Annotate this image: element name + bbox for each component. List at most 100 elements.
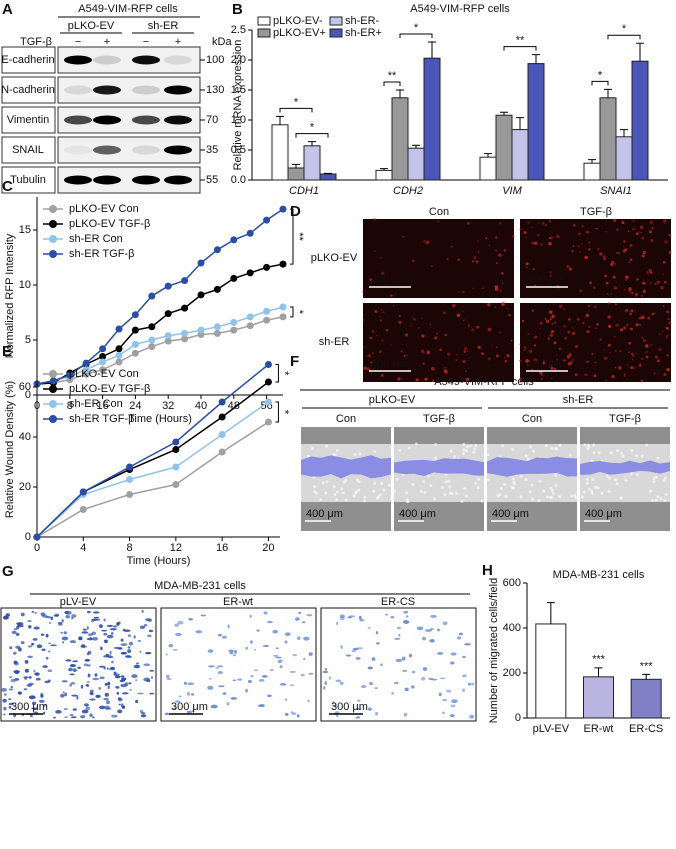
- cell: [447, 479, 451, 483]
- cell: [581, 243, 584, 245]
- cell: [256, 629, 260, 632]
- point: [230, 274, 238, 282]
- cell: [357, 488, 361, 492]
- cell: [3, 713, 6, 716]
- cell: [533, 358, 538, 362]
- cell: [267, 694, 272, 698]
- cell: [403, 354, 406, 357]
- panel-letter: D: [290, 203, 301, 220]
- point: [99, 345, 107, 353]
- cell: [639, 363, 642, 365]
- cell: [380, 309, 383, 311]
- cell: [290, 711, 294, 714]
- significance-label: *: [294, 96, 299, 108]
- cell: [456, 313, 461, 318]
- scale-bar-label: 400 μm: [492, 508, 529, 520]
- bar: [495, 114, 513, 181]
- panel-letter: B: [232, 1, 243, 18]
- significance-label: **: [388, 70, 397, 82]
- cell: [641, 336, 643, 339]
- cell: [92, 677, 100, 681]
- error-bar: [412, 144, 420, 149]
- point: [115, 358, 123, 366]
- x-axis-label: Time (Hours): [128, 413, 192, 425]
- cell: [68, 667, 73, 672]
- significance-bracket: [383, 81, 401, 86]
- cell: [217, 633, 222, 637]
- chart-title: MDA-MB-231 cells: [553, 569, 645, 581]
- cell: [426, 350, 430, 354]
- cell: [373, 450, 377, 454]
- significance-label: **: [516, 35, 525, 47]
- cell: [72, 708, 78, 711]
- cell: [195, 630, 203, 634]
- x-tick-label: SNAI1: [600, 185, 632, 197]
- cell: [60, 693, 65, 698]
- cell: [519, 228, 522, 231]
- cell: [437, 651, 444, 655]
- cell: [394, 637, 401, 640]
- panel-letter: H: [482, 562, 493, 579]
- legend-swatch: [329, 28, 343, 38]
- significance-bracket: [279, 107, 313, 113]
- cell: [654, 355, 659, 359]
- cell: [43, 703, 46, 708]
- cell: [121, 677, 127, 681]
- cell: [663, 219, 667, 223]
- column-label: ER-wt: [223, 596, 253, 608]
- legend-label: sh-ER+: [345, 27, 382, 39]
- cell: [488, 244, 491, 247]
- cell: [415, 378, 419, 382]
- point: [230, 326, 238, 334]
- cell: [398, 633, 401, 637]
- cell: [340, 644, 343, 649]
- y-tick-label: 60: [19, 381, 31, 393]
- cell: [347, 616, 352, 619]
- column-label: pLV-EV: [60, 596, 97, 608]
- bar: [287, 167, 305, 181]
- cell: [532, 449, 536, 453]
- cell: [477, 240, 479, 242]
- cell: [71, 614, 77, 618]
- cell: [359, 618, 365, 622]
- cell: [325, 444, 329, 448]
- cell: [433, 497, 437, 501]
- cell: [27, 655, 33, 658]
- cell: [99, 676, 105, 680]
- cell: [16, 625, 20, 630]
- cell: [462, 442, 466, 446]
- cell: [607, 315, 611, 319]
- cell: [593, 374, 597, 378]
- cell: [85, 684, 89, 687]
- band: [164, 145, 192, 155]
- cell: [495, 262, 498, 265]
- label-box: [1, 136, 56, 164]
- point: [264, 361, 272, 368]
- cell: [615, 482, 619, 486]
- cell: [588, 241, 591, 244]
- kda-label: 130: [206, 84, 224, 96]
- cell: [485, 237, 488, 240]
- cell: [566, 265, 570, 268]
- cell: [425, 240, 430, 245]
- cell: [402, 669, 408, 672]
- point: [172, 446, 180, 453]
- cell: [436, 332, 438, 335]
- cell: [362, 290, 364, 293]
- cell: [527, 333, 530, 335]
- point: [82, 359, 90, 367]
- cell: [279, 665, 283, 669]
- cell: [416, 626, 424, 631]
- cell: [551, 330, 555, 334]
- x-tick-label: ER-CS: [629, 723, 663, 735]
- cell: [33, 669, 36, 673]
- cell: [618, 252, 621, 254]
- cell: [367, 666, 374, 670]
- cell: [556, 354, 558, 356]
- point: [181, 329, 189, 337]
- cell: [615, 323, 619, 327]
- cell: [581, 495, 585, 499]
- cell: [568, 267, 573, 271]
- cell: [521, 319, 525, 322]
- cell: [665, 336, 668, 339]
